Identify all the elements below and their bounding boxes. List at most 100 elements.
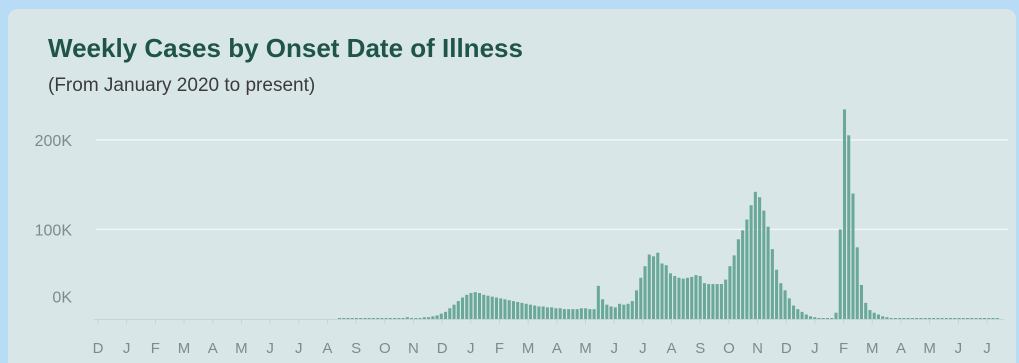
bar	[571, 309, 575, 319]
bar	[698, 276, 702, 319]
bars	[337, 109, 999, 320]
bar	[694, 275, 698, 319]
bar	[516, 301, 520, 319]
bar	[363, 318, 367, 319]
bar	[486, 295, 490, 319]
x-tick-label: J	[467, 340, 475, 357]
bar	[405, 317, 409, 319]
bar	[465, 294, 469, 319]
bar	[469, 293, 473, 319]
y-tick-label: 200K	[35, 133, 73, 150]
y-tick-label: 100K	[35, 222, 73, 239]
bar	[898, 318, 902, 319]
bar	[575, 309, 579, 319]
bar	[685, 277, 689, 319]
bar	[410, 318, 414, 319]
x-tick-label: S	[695, 340, 705, 357]
x-tick-label: J	[266, 340, 274, 357]
bar	[376, 318, 380, 319]
bar	[859, 284, 863, 319]
bar	[821, 318, 825, 319]
gridlines	[96, 139, 1008, 231]
x-tick-label: M	[178, 340, 191, 357]
bar	[439, 313, 443, 320]
bar	[681, 278, 685, 319]
bar	[792, 305, 796, 319]
bar	[444, 311, 448, 319]
bar	[970, 318, 974, 319]
bar	[350, 318, 354, 319]
bar	[520, 302, 524, 320]
bar	[418, 318, 422, 319]
bar	[813, 317, 817, 319]
x-tick-label: N	[752, 340, 763, 357]
x-tick-label: M	[866, 340, 879, 357]
bar	[397, 318, 401, 319]
chart-title: Weekly Cases by Onset Date of Illness	[48, 33, 523, 63]
bar	[906, 318, 910, 319]
bar	[974, 318, 978, 319]
bar	[885, 317, 889, 319]
bar	[524, 303, 528, 319]
bar	[838, 229, 842, 319]
bar	[779, 283, 783, 319]
bar	[902, 318, 906, 319]
bar	[490, 296, 494, 319]
bar	[936, 318, 940, 319]
bar	[601, 299, 605, 319]
bar	[910, 318, 914, 319]
bar	[605, 304, 609, 319]
bar	[758, 197, 762, 319]
bar	[770, 249, 774, 320]
bar	[414, 318, 418, 319]
bar	[927, 318, 931, 319]
bar	[528, 304, 532, 319]
bar	[762, 210, 766, 319]
bar	[834, 312, 838, 319]
bar	[448, 308, 452, 319]
bar	[618, 303, 622, 319]
bar	[707, 284, 711, 319]
bar	[558, 308, 562, 319]
bar	[732, 255, 736, 319]
x-tick-label: D	[93, 340, 104, 357]
bar	[354, 318, 358, 319]
bar	[482, 294, 486, 319]
x-tick-label: O	[723, 340, 735, 357]
x-tick-label: J	[639, 340, 647, 357]
bar	[431, 316, 435, 319]
bar	[991, 318, 995, 319]
bar	[741, 230, 745, 319]
x-tick-label: J	[123, 340, 131, 357]
bar	[651, 256, 656, 319]
bar	[656, 252, 660, 319]
bar	[966, 318, 970, 319]
x-tick-label: J	[610, 340, 618, 357]
bar	[668, 273, 673, 319]
bar	[872, 312, 876, 319]
bar	[635, 290, 639, 319]
bar	[346, 318, 350, 319]
bar	[889, 318, 893, 319]
bar	[626, 303, 630, 319]
x-tick-label: A	[322, 340, 332, 357]
x-tick-label: M	[522, 340, 535, 357]
bar	[494, 297, 499, 319]
bar	[388, 318, 392, 319]
bar	[949, 318, 953, 319]
x-tick-label: F	[839, 340, 848, 357]
x-tick-label: J	[983, 340, 991, 357]
bar	[847, 135, 851, 319]
bar	[830, 318, 834, 319]
x-tick-label: F	[495, 340, 504, 357]
bar	[868, 310, 872, 319]
bar	[609, 306, 613, 319]
bar	[473, 292, 477, 320]
bar	[380, 318, 384, 319]
x-tick-label: J	[955, 340, 963, 357]
bar	[940, 318, 944, 319]
bar	[533, 305, 537, 319]
bar	[749, 205, 753, 319]
bar	[677, 277, 681, 319]
